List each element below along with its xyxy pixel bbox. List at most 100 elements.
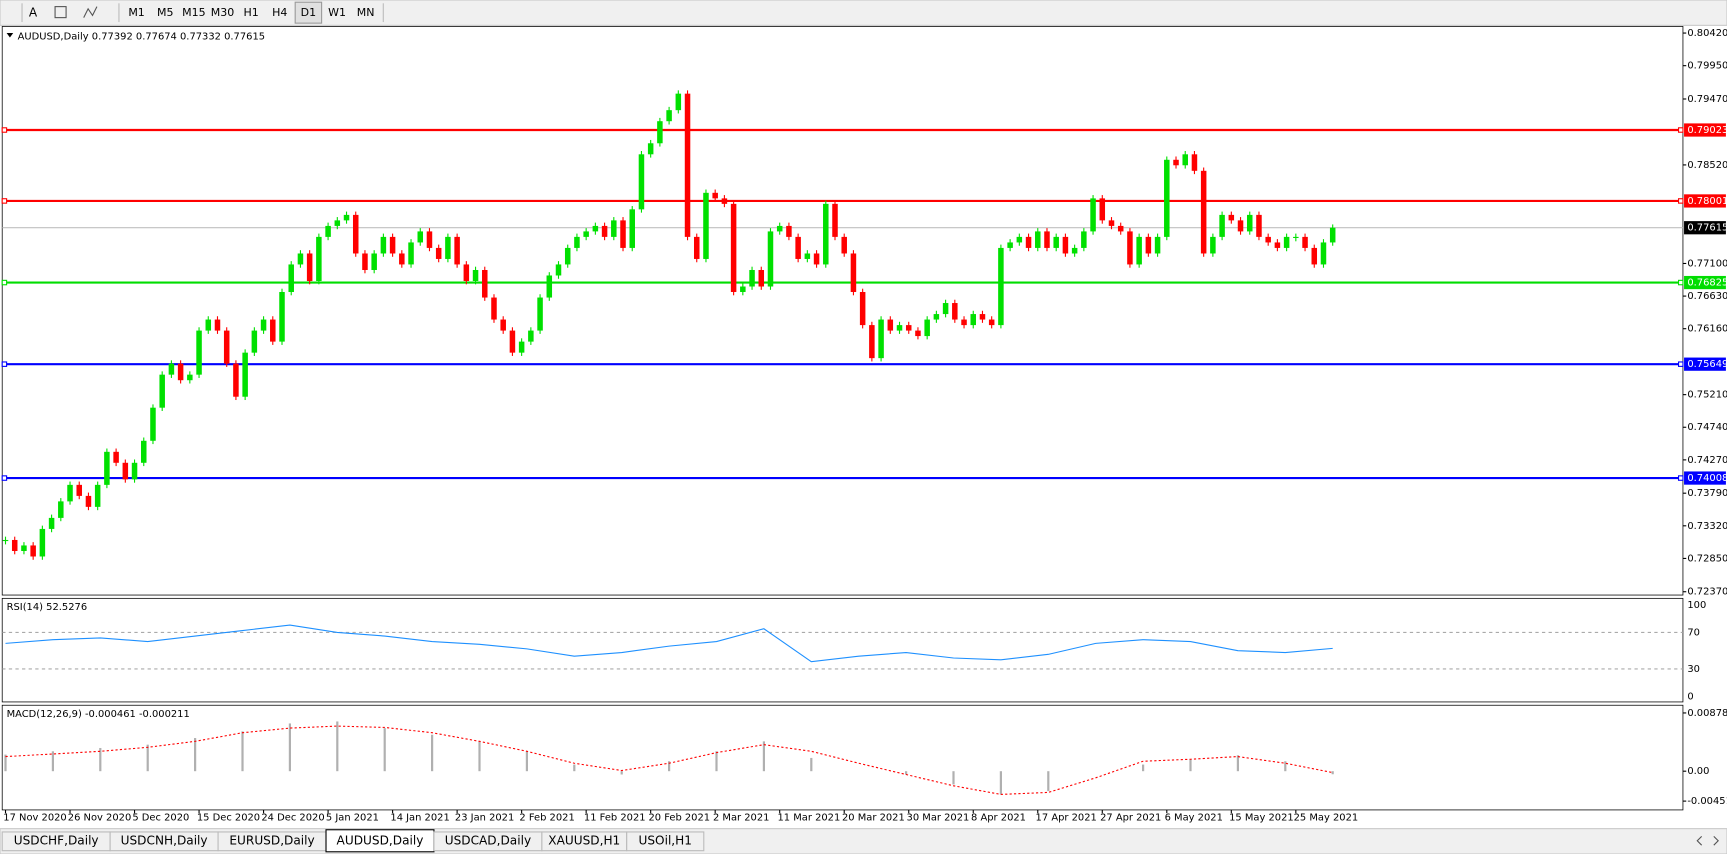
x-tick-label: 15 Dec 2020 bbox=[197, 813, 260, 824]
level-handle[interactable] bbox=[1677, 127, 1684, 133]
candle bbox=[242, 352, 248, 397]
level-handle[interactable] bbox=[1, 361, 8, 367]
level-handle[interactable] bbox=[1677, 279, 1684, 286]
candle bbox=[196, 330, 202, 375]
y-tick-label: 0.80420 bbox=[1687, 28, 1727, 39]
candle bbox=[583, 231, 589, 237]
rsi-pane bbox=[1, 597, 1684, 703]
candle bbox=[961, 319, 967, 326]
tool-button[interactable]: A bbox=[29, 6, 38, 20]
candle bbox=[1228, 214, 1235, 221]
x-tick-label: 5 Dec 2020 bbox=[132, 813, 189, 824]
timeframe-button[interactable]: M15 bbox=[182, 6, 205, 19]
tab-label[interactable]: USDCHF,Daily bbox=[14, 833, 99, 847]
candle bbox=[740, 286, 746, 292]
y-tick-label: 0.75210 bbox=[1687, 390, 1727, 401]
candle bbox=[1035, 231, 1041, 248]
candle bbox=[306, 253, 313, 282]
candle bbox=[869, 325, 875, 359]
y-tick-label: 0.74740 bbox=[1687, 422, 1727, 433]
x-tick-label: 23 Jan 2021 bbox=[455, 813, 514, 824]
timeframe-button[interactable]: M1 bbox=[128, 6, 144, 19]
current-price-box bbox=[1684, 221, 1726, 235]
tab-label[interactable]: USDCNH,Daily bbox=[121, 833, 208, 847]
candle bbox=[988, 319, 995, 326]
candle bbox=[712, 192, 718, 199]
candle bbox=[915, 330, 921, 337]
candle bbox=[1246, 214, 1253, 232]
timeframe-button[interactable]: H4 bbox=[272, 6, 287, 19]
candle bbox=[260, 319, 267, 331]
candle bbox=[730, 203, 737, 292]
rsi-line bbox=[5, 624, 1333, 663]
rsi-header: RSI(14) 52.5276 bbox=[7, 602, 88, 613]
candle bbox=[786, 225, 792, 237]
candle bbox=[205, 319, 212, 331]
candle bbox=[776, 225, 783, 232]
level-handle[interactable] bbox=[1677, 361, 1684, 367]
y-tick-label: 0.74270 bbox=[1687, 455, 1727, 466]
candle bbox=[500, 319, 506, 331]
candle bbox=[721, 198, 728, 204]
level-handle[interactable] bbox=[1677, 475, 1684, 481]
candle bbox=[113, 451, 119, 463]
candle bbox=[657, 121, 663, 144]
candle bbox=[1293, 236, 1299, 238]
tool-icon[interactable] bbox=[54, 6, 67, 19]
scroll-arrow[interactable] bbox=[1713, 835, 1719, 846]
candle bbox=[896, 325, 903, 331]
candle bbox=[251, 330, 258, 353]
x-tick-label: 30 Mar 2021 bbox=[907, 813, 970, 824]
level-handle[interactable] bbox=[1, 127, 8, 133]
tab-label[interactable]: XAUUSD,H1 bbox=[548, 833, 620, 847]
candle bbox=[850, 253, 857, 292]
x-tick-label: 24 Dec 2020 bbox=[261, 813, 324, 824]
candle bbox=[1320, 242, 1327, 265]
timeframe-button[interactable]: M5 bbox=[157, 6, 173, 19]
candle bbox=[878, 319, 884, 359]
x-tick-label: 20 Feb 2021 bbox=[648, 813, 710, 824]
x-tick-label: 2 Feb 2021 bbox=[519, 813, 574, 824]
timeframe-button[interactable]: W1 bbox=[328, 6, 346, 19]
level-handle[interactable] bbox=[1, 198, 8, 204]
timeframe-button[interactable]: D1 bbox=[301, 6, 316, 19]
level-label: 0.79023 bbox=[1687, 125, 1727, 136]
timeframe-button[interactable]: MN bbox=[357, 6, 375, 19]
candle bbox=[58, 501, 64, 518]
x-tick-label: 27 Apr 2021 bbox=[1100, 813, 1161, 824]
candle bbox=[518, 341, 525, 353]
tab-label[interactable]: USDCAD,Daily bbox=[445, 833, 531, 847]
tab-label[interactable]: EURUSD,Daily bbox=[229, 833, 314, 847]
x-tick-label: 8 Apr 2021 bbox=[971, 813, 1026, 824]
tab-label[interactable]: USOil,H1 bbox=[639, 833, 692, 847]
tab-label[interactable]: AUDUSD,Daily bbox=[337, 833, 424, 847]
candle bbox=[1274, 242, 1281, 248]
tool-icon[interactable] bbox=[83, 6, 98, 18]
x-tick-label: 15 May 2021 bbox=[1229, 813, 1294, 824]
timeframe-button[interactable]: M30 bbox=[211, 6, 234, 19]
tab[interactable] bbox=[626, 831, 705, 852]
candle bbox=[343, 214, 350, 221]
candle bbox=[601, 225, 608, 237]
candle bbox=[445, 236, 451, 259]
timeframe-button[interactable]: H1 bbox=[243, 6, 258, 19]
y-tick-label: 0.76160 bbox=[1687, 324, 1727, 335]
candle bbox=[141, 440, 147, 463]
candle bbox=[30, 545, 36, 557]
candle bbox=[592, 225, 599, 232]
level-handle[interactable] bbox=[1, 475, 8, 481]
rsi-tick-label: 0 bbox=[1687, 691, 1693, 702]
candle bbox=[611, 220, 617, 237]
level-handle[interactable] bbox=[1677, 198, 1684, 204]
candle bbox=[408, 242, 414, 265]
rsi-tick-label: 100 bbox=[1687, 600, 1706, 611]
candle bbox=[39, 528, 46, 557]
level-handle[interactable] bbox=[1, 279, 8, 286]
candle bbox=[1053, 236, 1059, 248]
candle bbox=[1007, 242, 1013, 248]
scroll-arrow[interactable] bbox=[1696, 835, 1703, 846]
candle bbox=[426, 231, 433, 248]
candle bbox=[1265, 236, 1271, 243]
candle bbox=[823, 203, 829, 265]
candle bbox=[67, 484, 73, 502]
